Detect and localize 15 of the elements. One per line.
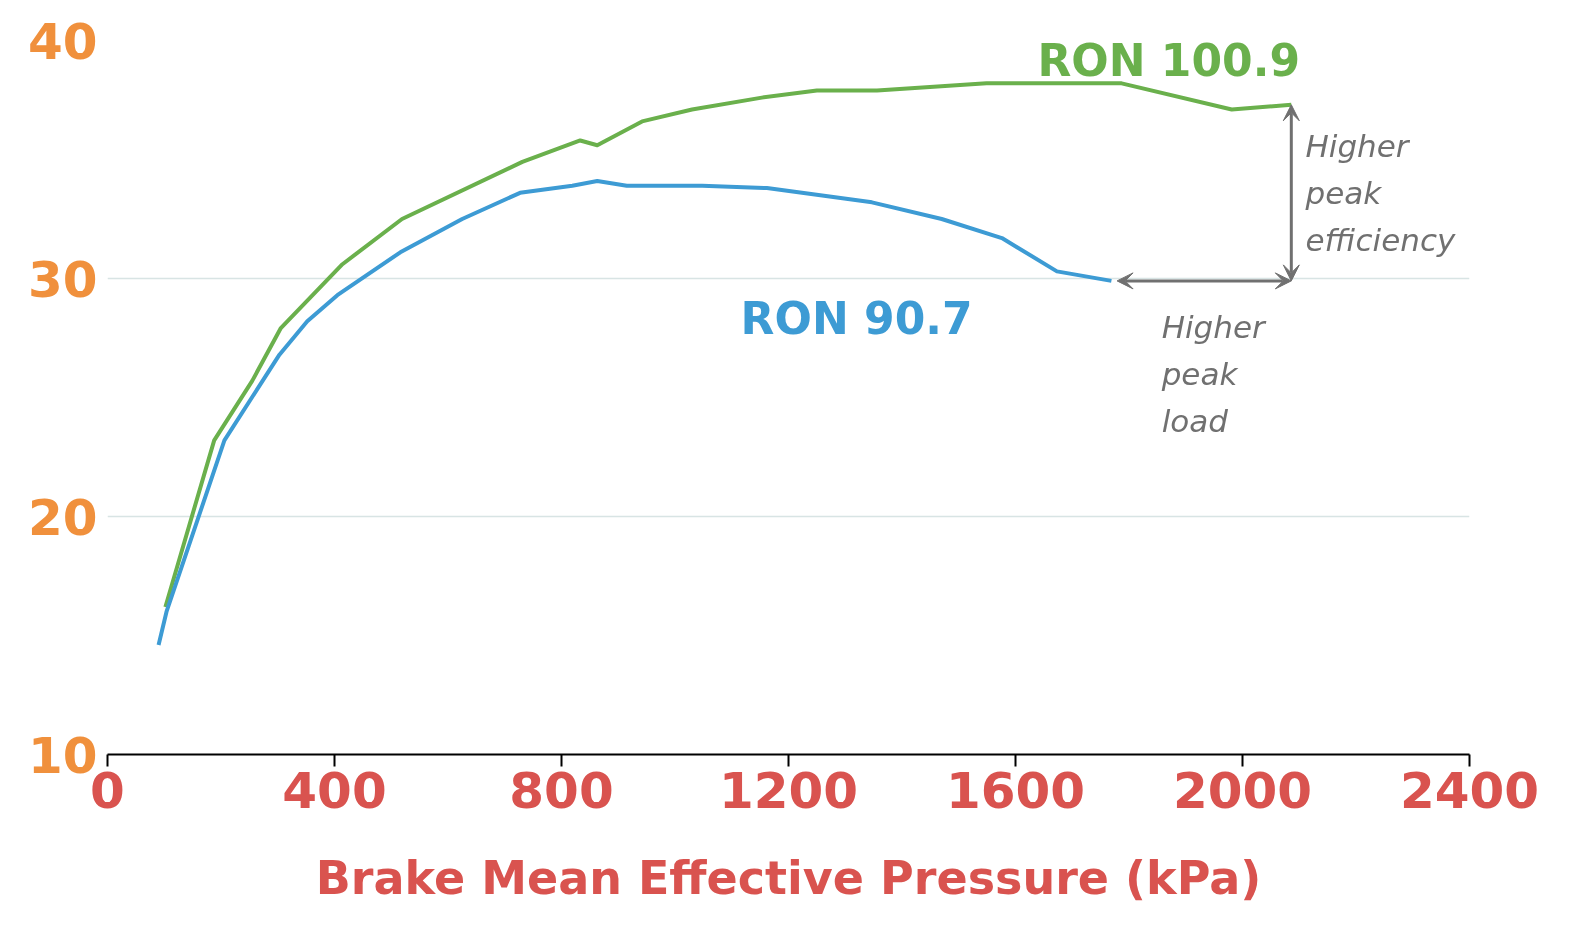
annotation: Higher peak efficiency: [1304, 128, 1456, 258]
x-tick-label: 2000: [1172, 761, 1313, 820]
x-tick-label: 1200: [718, 761, 859, 820]
series-label: RON 90.7: [740, 293, 973, 345]
annotation: Higher peak load: [1160, 309, 1267, 440]
series-label: RON 100.9: [1037, 35, 1301, 87]
x-tick-label: 800: [509, 761, 614, 820]
x-tick-label: 2400: [1399, 761, 1540, 820]
y-tick-label: 40: [27, 12, 98, 71]
x-tick-label: 400: [282, 761, 387, 820]
y-tick-label: 30: [27, 250, 98, 309]
x-axis-title: Brake Mean Effective Pressure (kPa): [315, 850, 1262, 905]
y-tick-label: 20: [27, 488, 98, 547]
line-series: [156, 178, 1114, 648]
x-tick-label: 1600: [945, 761, 1086, 820]
